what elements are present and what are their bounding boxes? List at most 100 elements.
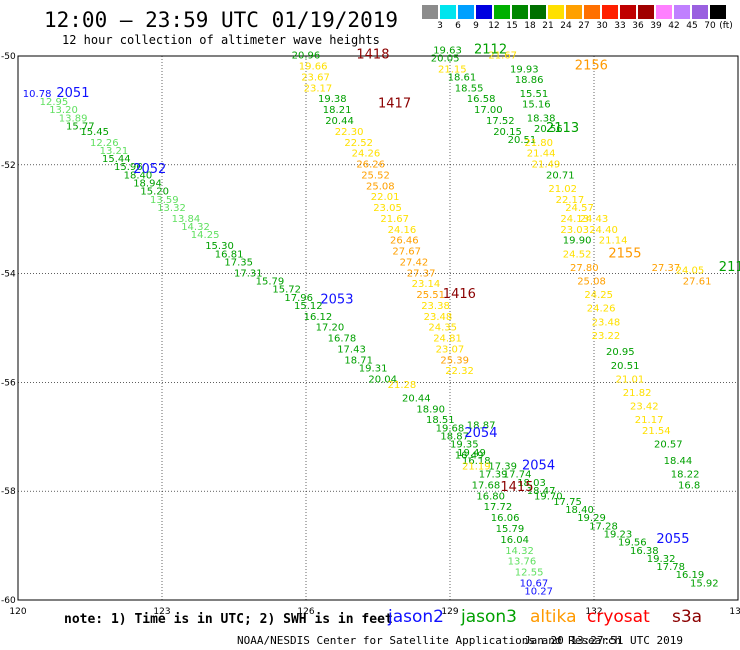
x-tick-label: 129 xyxy=(441,607,458,617)
footer-note: note: 1) Time is in UTC; 2) SWH is in fe… xyxy=(64,612,393,627)
y-tick-label: -52 xyxy=(1,161,16,171)
wave-height-value: 18.47 xyxy=(527,486,556,497)
track-labels: 2051 2052 2053 2054 2054 2055 2112 2113 211 2156 2… xyxy=(56,42,740,547)
pass-time-label: 2054 xyxy=(464,426,497,441)
wave-height-value: 15.45 xyxy=(80,127,109,138)
color-swatch xyxy=(566,5,582,19)
color-swatch xyxy=(620,5,636,19)
wave-height-value: 15.77 xyxy=(66,121,95,132)
color-swatch xyxy=(494,5,510,19)
wave-height-value: 17.20 xyxy=(316,323,345,334)
wave-height-value: 24.25 xyxy=(584,290,613,301)
wave-height-value: 24.81 xyxy=(433,334,462,345)
wave-height-value: 20.05 xyxy=(431,53,460,64)
wave-height-value: 25.08 xyxy=(366,181,395,192)
legend-s3a: s3a xyxy=(672,607,703,627)
wave-height-value: 19.63 xyxy=(433,45,462,56)
wave-height-value: 10.67 xyxy=(520,578,549,589)
pass-time-label: 2113 xyxy=(546,121,579,136)
y-tick-label: -58 xyxy=(1,487,16,497)
pass-time-label: 211 xyxy=(719,260,740,275)
wave-height-value: 26.26 xyxy=(356,160,385,171)
color-tick-label: 21 xyxy=(542,21,554,31)
wave-height-value: 17.43 xyxy=(337,344,366,355)
plot-frame xyxy=(17,55,739,601)
wave-height-value: 20.96 xyxy=(292,51,321,62)
wave-height-value: 18.51 xyxy=(426,415,455,426)
wave-height-value: 17.75 xyxy=(553,497,582,508)
wave-height-value: 14.32 xyxy=(181,222,210,233)
wave-height-value: 20.71 xyxy=(546,170,575,181)
wave-height-value: 13.32 xyxy=(157,203,186,214)
wave-height-value: 15.16 xyxy=(522,100,551,111)
color-swatch xyxy=(476,5,492,19)
wave-height-value: 22.32 xyxy=(445,366,474,377)
wave-height-value: 23.03 xyxy=(560,225,589,236)
color-tick-label: 39 xyxy=(650,21,662,31)
wave-height-value: 17.68 xyxy=(472,480,501,491)
wave-height-value: 19.68 xyxy=(436,423,465,434)
wave-height-value: 27.61 xyxy=(683,276,712,287)
wave-height-value: 21.49 xyxy=(532,160,561,171)
pass-time-label: 1415 xyxy=(500,480,533,495)
wave-height-value: 14.25 xyxy=(191,230,220,241)
wave-height-value: 16.38 xyxy=(630,546,659,557)
x-tick-label: 135 xyxy=(729,607,740,617)
chart-subtitle: 12 hour collection of altimeter wave hei… xyxy=(62,33,380,47)
pass-time-label: 2055 xyxy=(656,532,689,547)
wave-height-value: 21.01 xyxy=(616,374,645,385)
y-tick-label: -54 xyxy=(1,270,16,280)
wave-height-value: 18.94 xyxy=(133,179,162,190)
wave-height-value: 17.78 xyxy=(656,562,685,573)
wave-height-value: 16.78 xyxy=(328,334,357,345)
wave-height-value: 12.55 xyxy=(515,568,544,579)
wave-height-value: 27.67 xyxy=(392,247,421,258)
wave-height-value: 27.80 xyxy=(570,263,599,274)
wave-height-value: 17.31 xyxy=(234,268,263,279)
wave-height-value: 18.21 xyxy=(323,105,352,116)
pass-time-label: 1416 xyxy=(443,287,476,302)
wave-height-value: 21.17 xyxy=(635,415,664,426)
pass-time-label: 2052 xyxy=(133,162,166,177)
color-tick-label: 6 xyxy=(455,21,461,31)
wave-height-value: 24.26 xyxy=(352,149,381,160)
chart-title: 12:00 — 23:59 UTC 01/19/2019 xyxy=(44,8,399,32)
wave-height-value: 19.38 xyxy=(318,94,347,105)
data-points: 10.7812.9513.2013.8915.7715.4512.2613.21… xyxy=(23,45,719,597)
wave-height-value: 23.42 xyxy=(630,402,659,413)
color-unit-label: (ft) xyxy=(719,21,733,31)
wave-height-value: 17.00 xyxy=(474,105,503,116)
wave-height-value: 17.52 xyxy=(486,116,515,127)
color-swatch xyxy=(458,5,474,19)
color-swatch xyxy=(638,5,654,19)
wave-height-value: 18.40 xyxy=(124,170,153,181)
wave-height-value: 19.66 xyxy=(299,62,328,73)
color-tick-label: 15 xyxy=(506,21,518,31)
wave-height-value: 26.46 xyxy=(390,236,419,247)
color-swatch xyxy=(530,5,546,19)
wave-height-value: 19.35 xyxy=(450,440,479,451)
y-tick-label: -60 xyxy=(1,596,16,606)
color-swatch xyxy=(692,5,708,19)
wave-height-value: 18.90 xyxy=(416,404,445,415)
wave-height-value: 21.02 xyxy=(548,184,577,195)
wave-height-value: 19.90 xyxy=(563,236,592,247)
wave-height-value: 17.72 xyxy=(484,502,513,513)
color-swatch xyxy=(512,5,528,19)
wave-height-value: 13.20 xyxy=(49,105,78,116)
wave-height-value: 22.17 xyxy=(556,195,585,206)
wave-height-value: 23.17 xyxy=(304,83,333,94)
wave-height-value: 18.40 xyxy=(565,505,594,516)
wave-height-value: 23.38 xyxy=(421,301,450,312)
wave-height-value: 16.12 xyxy=(304,312,333,323)
wave-height-value: 22.30 xyxy=(335,127,364,138)
pass-time-label: 2053 xyxy=(320,293,353,308)
y-tick-label: -56 xyxy=(1,378,16,388)
wave-height-value: 22.01 xyxy=(371,192,400,203)
x-tick-label: 120 xyxy=(9,607,26,617)
wave-height-value: 19.23 xyxy=(604,529,633,540)
axis-ticks: 120 123 126 129 132 135 -50 -52 -54 -56 -58 -60 xyxy=(1,52,740,617)
wave-height-value: 19.31 xyxy=(359,364,388,375)
wave-height-value: 17.39 xyxy=(488,461,517,472)
wave-height-value: 24.52 xyxy=(563,249,592,260)
